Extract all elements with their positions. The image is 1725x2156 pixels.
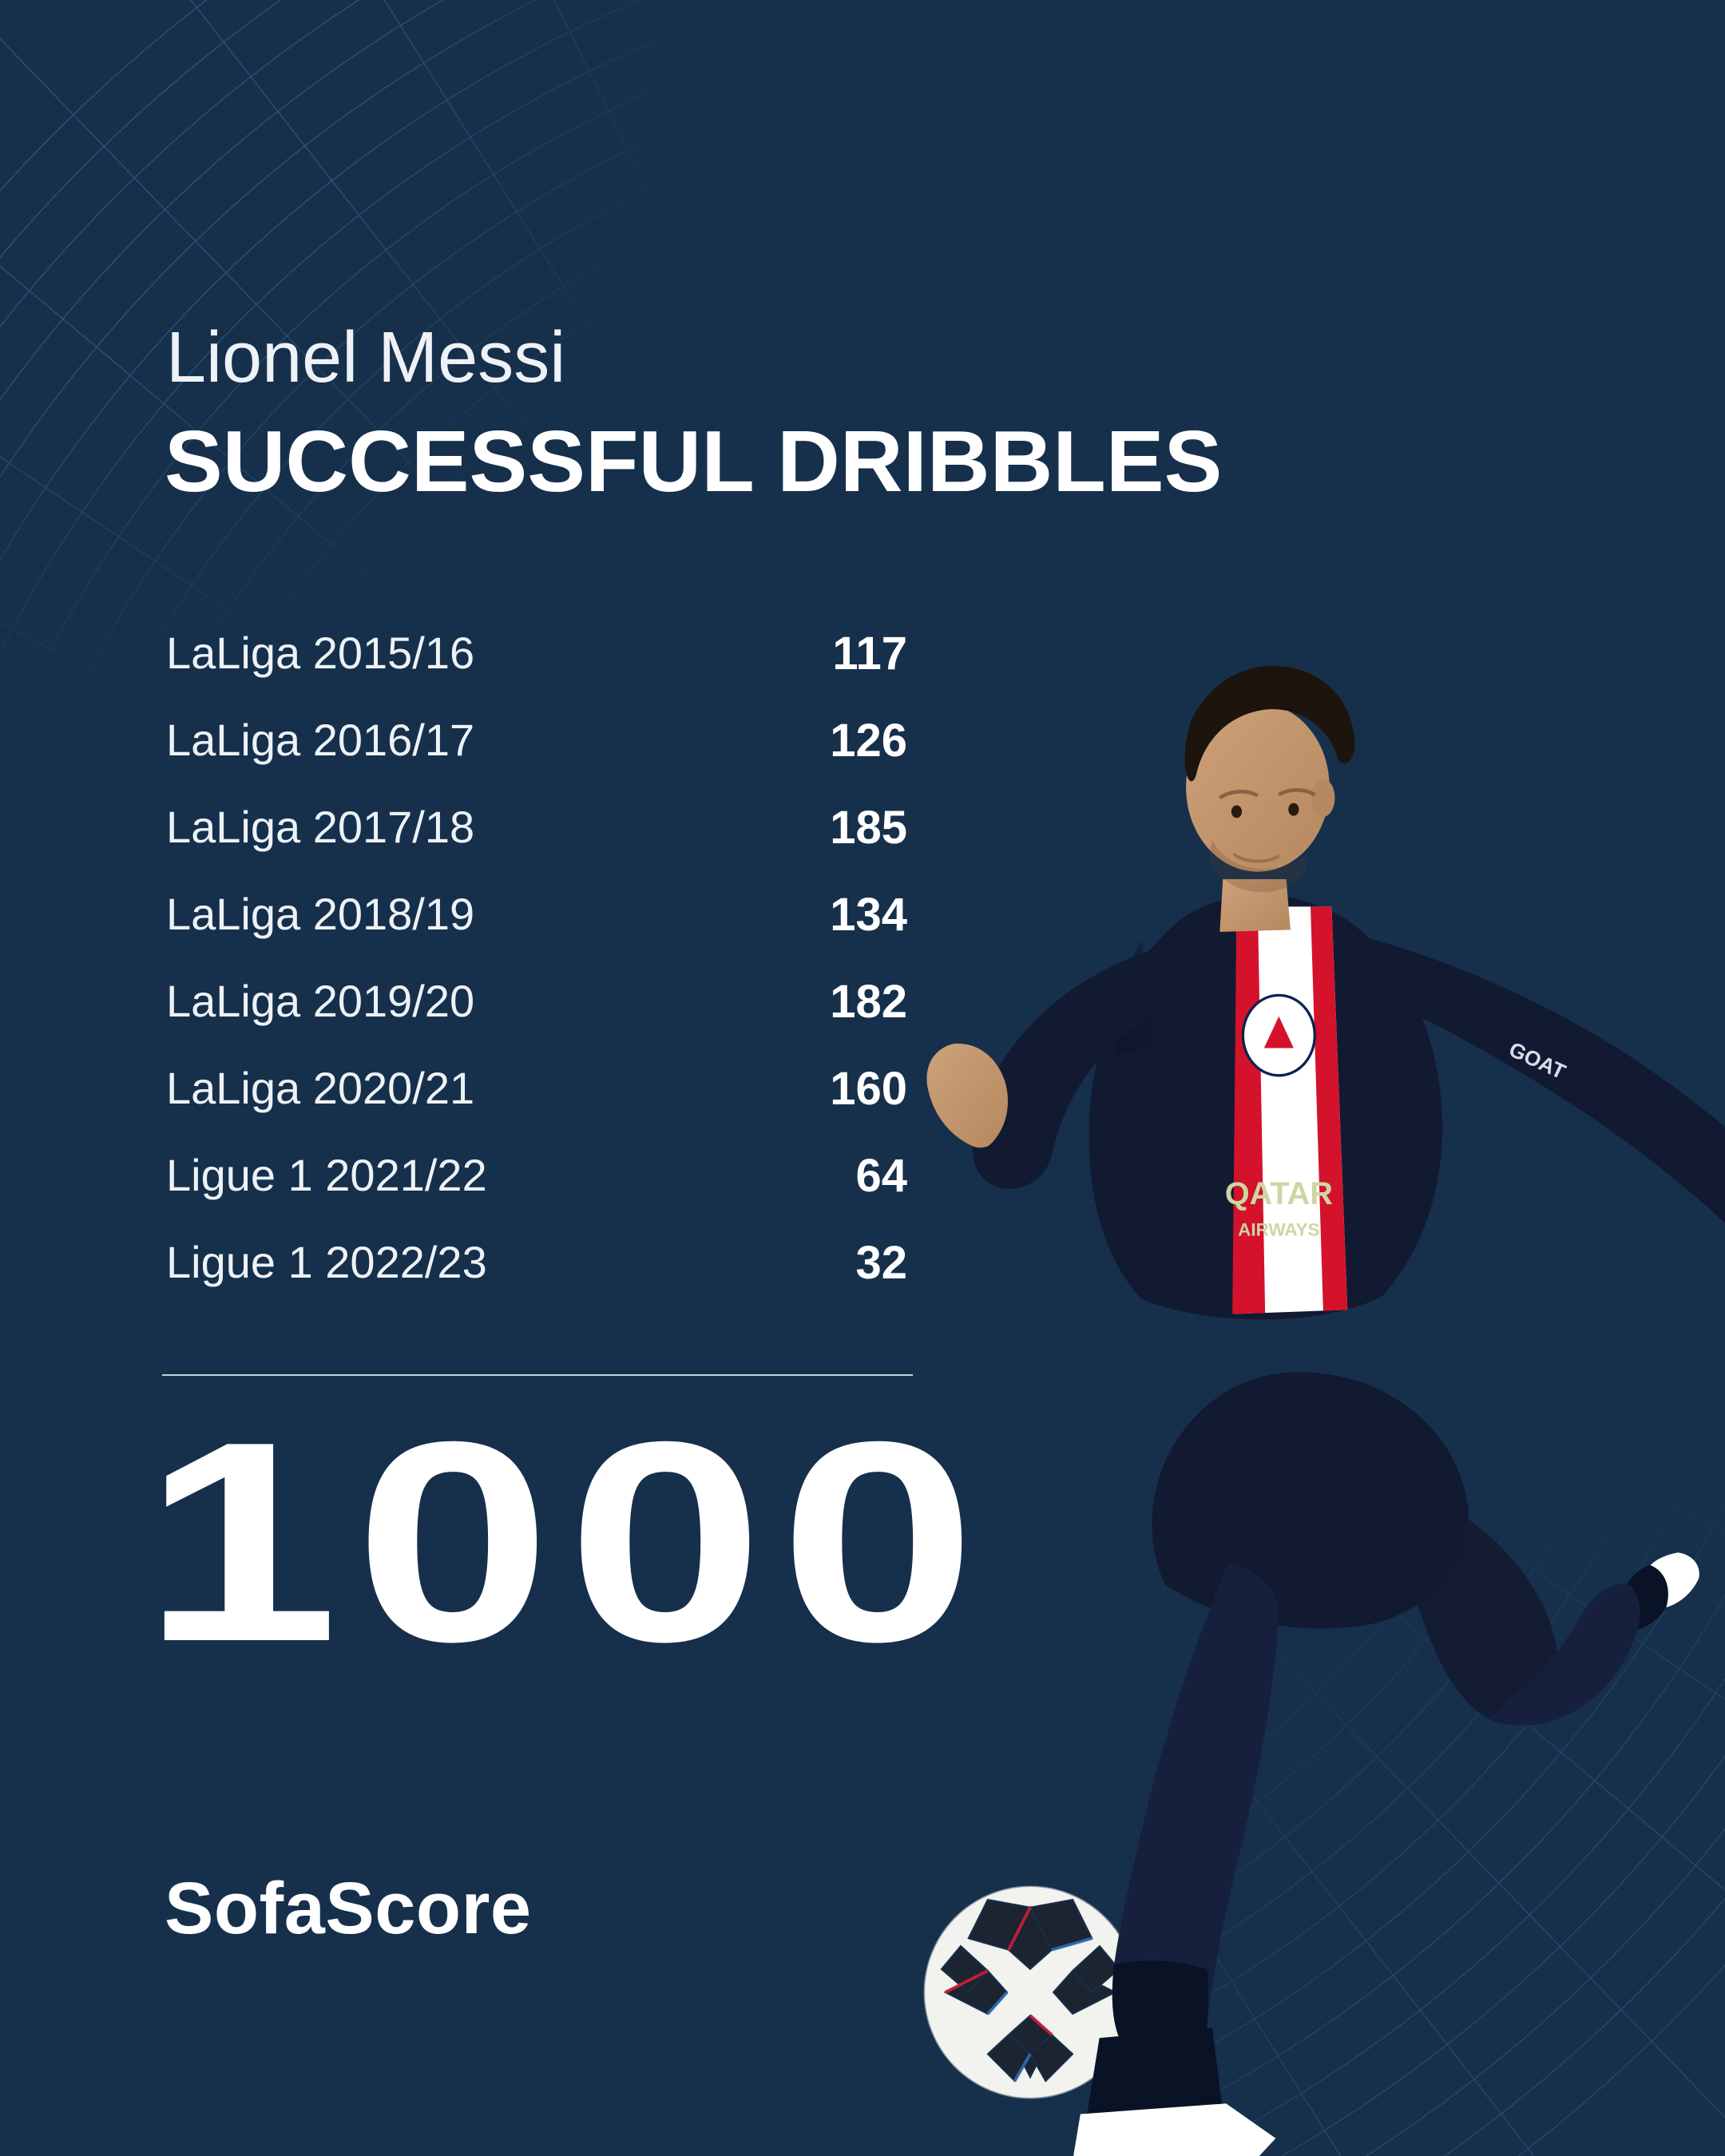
- svg-text:AIRWAYS: AIRWAYS: [1238, 1220, 1319, 1240]
- svg-text:QATAR: QATAR: [1225, 1176, 1333, 1211]
